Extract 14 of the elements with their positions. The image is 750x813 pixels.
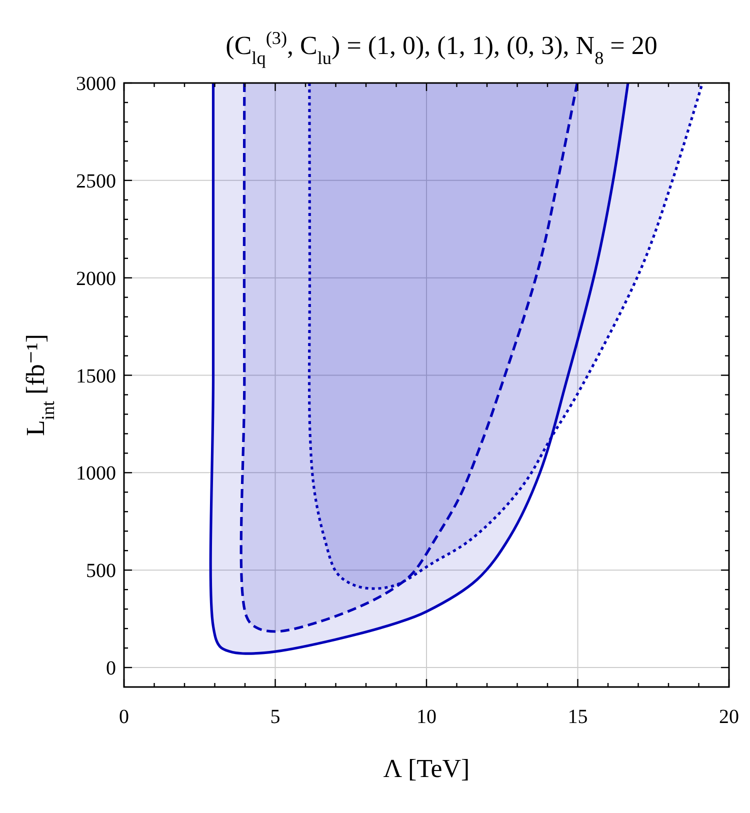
x-tick-label: 10 (416, 706, 436, 728)
x-axis-title: Λ [TeV] (383, 754, 470, 783)
chart-title: (C$_{lq}$$^{(3)}$, C$_{lu}$) = (1, 0), (1, 1), (0, 3), N$_{8}$ = 20 (226, 28, 658, 68)
y-tick-label: 2500 (76, 170, 116, 192)
y-tick-label: 1500 (76, 365, 116, 388)
y-tick-label: 3000 (76, 73, 116, 95)
line-series (308, 83, 704, 590)
y-tick-label: 0 (106, 658, 116, 680)
y-tick-label: 2000 (76, 268, 116, 290)
x-tick-label: 20 (719, 706, 739, 728)
y-tick-label: 1000 (76, 462, 116, 485)
y-tick-label: 500 (86, 560, 116, 582)
x-tick-label: 5 (270, 706, 280, 728)
x-tick-label: 15 (568, 706, 588, 728)
